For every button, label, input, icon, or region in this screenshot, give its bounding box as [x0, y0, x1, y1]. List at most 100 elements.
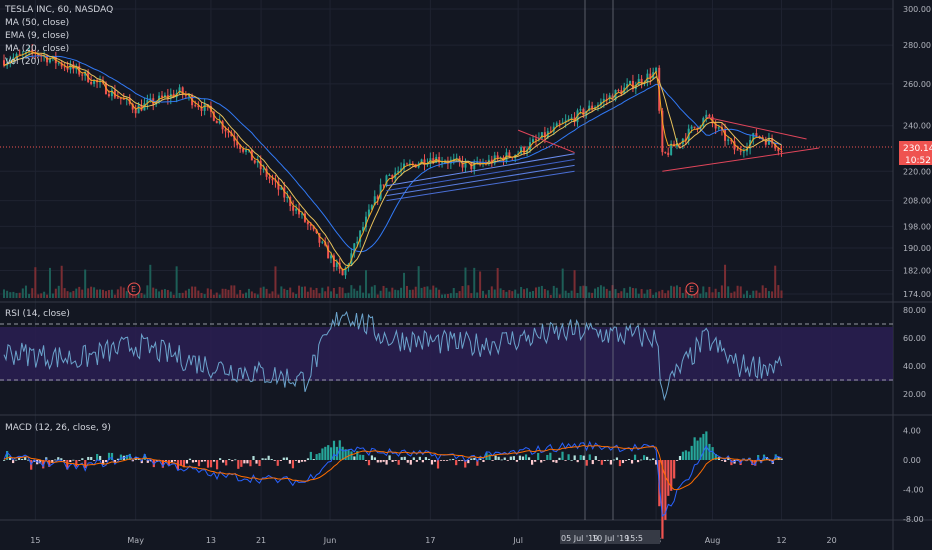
candle-body	[72, 64, 75, 70]
macd-histogram-bar	[458, 460, 461, 461]
volume-bar	[6, 290, 9, 298]
volume-bar	[382, 285, 385, 298]
volume-bar	[767, 291, 770, 298]
candle-body	[626, 83, 629, 88]
candle-body	[739, 150, 742, 152]
candle-body	[122, 98, 125, 100]
volume-bar	[289, 287, 292, 298]
volume-bar	[356, 290, 359, 298]
candle-body	[12, 57, 15, 61]
macd-histogram-bar	[267, 455, 270, 460]
macd-histogram-bar	[388, 455, 391, 460]
macd-histogram-bar	[446, 460, 449, 461]
price-axis-tick: 260.00	[903, 80, 931, 89]
volume-bar	[256, 294, 259, 298]
candle-body	[479, 161, 482, 165]
candle-body	[473, 163, 476, 170]
macd-histogram-bar	[228, 459, 231, 460]
volume-bar	[347, 292, 350, 298]
macd-histogram-bar	[234, 459, 237, 461]
macd-histogram-bar	[561, 451, 564, 460]
volume-bar	[687, 294, 690, 298]
macd-histogram-bar	[467, 460, 470, 464]
candle-body	[570, 117, 573, 119]
candle-body	[301, 213, 304, 215]
macd-histogram-bar	[555, 460, 558, 463]
macd-histogram-bar	[197, 460, 201, 467]
candle-body	[693, 126, 696, 128]
macd-histogram-bar	[327, 445, 330, 460]
candle-body	[84, 71, 87, 76]
volume-bar	[15, 293, 18, 298]
volume-bar	[119, 286, 122, 298]
candle-body	[63, 66, 66, 68]
candle-body	[777, 148, 780, 152]
candle-body	[172, 93, 175, 98]
volume-bar	[158, 291, 161, 298]
macd-histogram-bar	[367, 460, 371, 466]
candle-body	[696, 127, 699, 130]
macd-histogram-bar	[515, 460, 519, 462]
macd-histogram-bar	[418, 456, 421, 460]
candle-body	[236, 141, 239, 146]
candle-body	[588, 105, 591, 111]
macd-histogram-bar	[673, 460, 676, 479]
earnings-marker[interactable]: E	[127, 282, 141, 296]
volume-bar	[306, 291, 309, 298]
macd-histogram-bar	[203, 460, 207, 462]
candle-body	[661, 110, 664, 153]
candle-body	[385, 175, 388, 186]
candle-body	[256, 160, 259, 163]
candle-body	[81, 74, 84, 76]
volume-bar	[429, 289, 432, 298]
volume-bar	[596, 287, 599, 298]
volume-bar	[283, 288, 286, 298]
rsi-axis-tick: 20.00	[903, 390, 926, 399]
earnings-marker[interactable]: E	[685, 282, 699, 296]
candle-body	[591, 105, 594, 109]
price-axis-tick: 198.00	[903, 222, 931, 231]
volume-bar	[438, 289, 441, 298]
candle-body	[391, 174, 394, 179]
macd-histogram-bar	[684, 450, 687, 460]
candle-body	[490, 159, 493, 164]
macd-histogram-bar	[72, 459, 75, 461]
volume-bar	[187, 288, 190, 298]
macd-histogram-bar	[667, 460, 670, 496]
candle-body	[166, 95, 169, 99]
crosshair-time-label: 05 Jul '19	[561, 534, 598, 543]
volume-bar	[487, 289, 490, 298]
macd-histogram-bar	[364, 460, 368, 461]
candle-body	[629, 81, 632, 84]
volume-bar	[181, 292, 184, 298]
indicator-ma50-label[interactable]: MA (50, close)	[5, 18, 69, 28]
macd-title[interactable]: MACD (12, 26, close, 9)	[5, 423, 111, 433]
macd-histogram-bar	[643, 455, 646, 460]
macd-histogram-bar	[318, 453, 321, 460]
macd-histogram-bar	[397, 460, 400, 465]
candle-body	[140, 105, 143, 111]
macd-histogram-bar	[500, 459, 503, 461]
macd-histogram-bar	[573, 455, 576, 460]
indicator-ma20-label[interactable]: MA (20, close)	[5, 44, 69, 54]
volume-bar	[742, 294, 745, 298]
macd-histogram-bar	[670, 460, 673, 491]
indicator-ema9-label[interactable]: EMA (9, close)	[5, 31, 69, 41]
macd-histogram-bar	[246, 460, 249, 464]
macd-histogram-bar	[225, 460, 228, 466]
macd-histogram-bar	[537, 452, 540, 460]
candle-body	[585, 110, 588, 116]
volume-bar	[555, 287, 558, 298]
volume-bar	[591, 292, 594, 298]
macd-histogram-bar	[209, 460, 213, 468]
volume-bar	[277, 294, 280, 298]
macd-histogram-bar	[394, 460, 397, 461]
macd-histogram-bar	[754, 460, 757, 466]
macd-histogram-bar	[646, 456, 649, 460]
volume-bar	[711, 292, 714, 298]
volume-bar	[727, 286, 730, 298]
rsi-title[interactable]: RSI (14, close)	[5, 309, 70, 319]
indicator-vol-label[interactable]: Vol (20)	[5, 57, 40, 67]
candle-body	[727, 139, 730, 141]
